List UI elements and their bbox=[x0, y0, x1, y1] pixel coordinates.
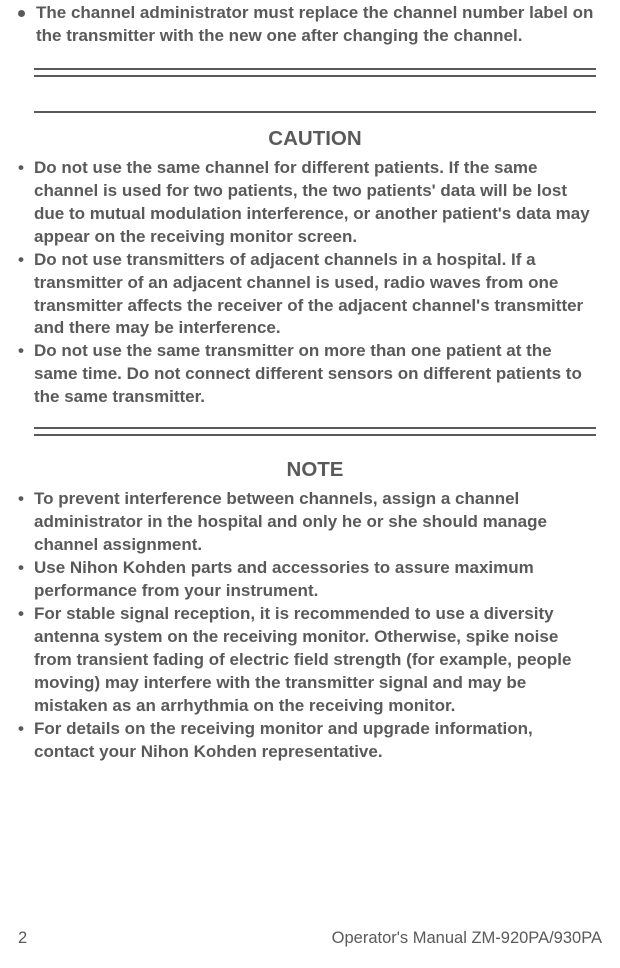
list-item: •Do not use the same channel for differe… bbox=[34, 157, 596, 249]
top-bullet-text: The channel administrator must replace t… bbox=[36, 2, 596, 48]
bullet-marker: • bbox=[18, 488, 34, 557]
footer: 2 Operator's Manual ZM-920PA/930PA bbox=[18, 929, 602, 948]
caution-section: CAUTION •Do not use the same channel for… bbox=[34, 111, 596, 409]
list-item-text: Use Nihon Kohden parts and accessories t… bbox=[34, 557, 596, 603]
page-number: 2 bbox=[18, 929, 27, 948]
bullet-dot-icon bbox=[18, 10, 25, 17]
bullet-marker: • bbox=[18, 340, 34, 409]
list-item-text: For stable signal reception, it is recom… bbox=[34, 603, 596, 718]
list-item: •For details on the receiving monitor an… bbox=[34, 718, 596, 764]
bullet-marker: • bbox=[18, 718, 34, 764]
caution-list: •Do not use the same channel for differe… bbox=[34, 157, 596, 409]
bullet-marker: • bbox=[18, 603, 34, 718]
list-item-text: To prevent interference between channels… bbox=[34, 488, 596, 557]
bullet-marker: • bbox=[18, 249, 34, 341]
divider-double bbox=[34, 427, 596, 436]
document-title: Operator's Manual ZM-920PA/930PA bbox=[332, 929, 602, 948]
list-item: •Do not use transmitters of adjacent cha… bbox=[34, 249, 596, 341]
note-list: •To prevent interference between channel… bbox=[34, 488, 596, 763]
bullet-marker: • bbox=[18, 157, 34, 249]
list-item-text: Do not use transmitters of adjacent chan… bbox=[34, 249, 596, 341]
divider-double bbox=[34, 68, 596, 77]
list-item-text: For details on the receiving monitor and… bbox=[34, 718, 596, 764]
list-item: •For stable signal reception, it is reco… bbox=[34, 603, 596, 718]
list-item: •Use Nihon Kohden parts and accessories … bbox=[34, 557, 596, 603]
list-item: •Do not use the same transmitter on more… bbox=[34, 340, 596, 409]
note-section: NOTE •To prevent interference between ch… bbox=[34, 458, 596, 763]
list-item: •To prevent interference between channel… bbox=[34, 488, 596, 557]
caution-title: CAUTION bbox=[34, 127, 596, 151]
note-title: NOTE bbox=[34, 458, 596, 482]
list-item-text: Do not use the same channel for differen… bbox=[34, 157, 596, 249]
top-bullet-item: The channel administrator must replace t… bbox=[34, 2, 596, 48]
bullet-marker: • bbox=[18, 557, 34, 603]
list-item-text: Do not use the same transmitter on more … bbox=[34, 340, 596, 409]
